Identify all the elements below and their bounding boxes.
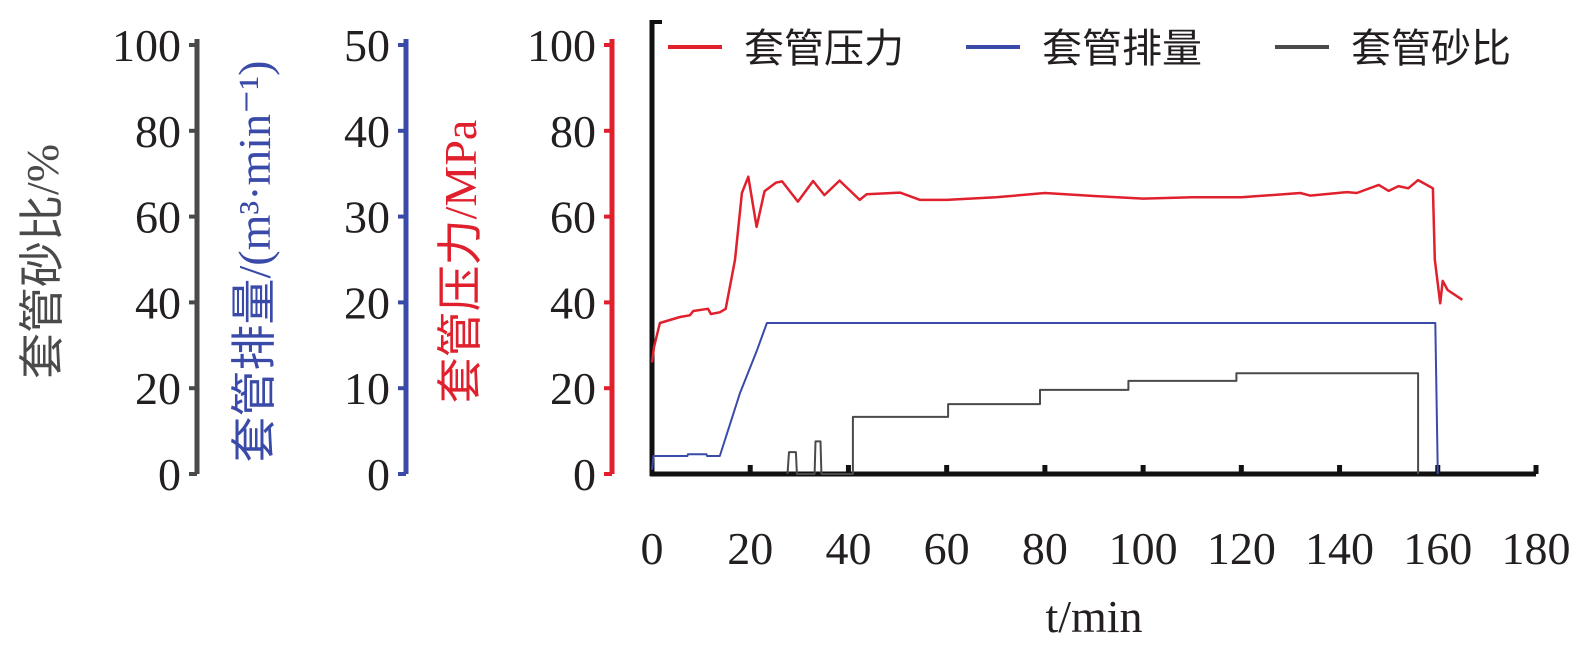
y-tick-label-rate: 40 xyxy=(344,106,390,157)
series-line-pressure xyxy=(650,175,1463,363)
x-tick-label: 60 xyxy=(924,523,970,574)
y-tick-label-pressure: 80 xyxy=(550,106,596,157)
x-axis-title: t/min xyxy=(1045,591,1142,642)
series-layer xyxy=(650,175,1463,475)
series-line-sand xyxy=(786,372,1420,475)
x-tick-label: 100 xyxy=(1109,523,1178,574)
y-tick-label-rate: 50 xyxy=(344,20,390,71)
y-tick-label-rate: 30 xyxy=(344,192,390,243)
legend-item-pressure: 套管压力 xyxy=(668,26,904,71)
legend-item-sand: 套管砂比 xyxy=(1275,26,1511,71)
series-line-rate xyxy=(651,322,1439,475)
legend-label: 套管压力 xyxy=(744,26,904,71)
x-tick-label: 40 xyxy=(825,523,871,574)
legend-item-rate: 套管排量 xyxy=(966,26,1202,71)
x-tick-label: 0 xyxy=(641,523,664,574)
y-tick-label-sand: 40 xyxy=(135,277,181,328)
y-tick-label-pressure: 0 xyxy=(573,449,596,500)
y-tick-label-pressure: 100 xyxy=(527,20,596,71)
x-tick-label: 80 xyxy=(1022,523,1068,574)
x-tick-label: 180 xyxy=(1502,523,1571,574)
y-axis-title-rate: 套管排量/(m³·min⁻¹) xyxy=(229,61,280,463)
x-tick-label: 120 xyxy=(1207,523,1276,574)
y-axis-title-sand: 套管砂比/% xyxy=(17,144,68,379)
y-axis-title-pressure: 套管压力/MPa xyxy=(435,120,486,404)
y-tick-label-sand: 0 xyxy=(158,449,181,500)
y-tick-label-sand: 80 xyxy=(135,106,181,157)
x-tick-label: 140 xyxy=(1305,523,1374,574)
x-tick-label: 20 xyxy=(727,523,773,574)
y-tick-label-rate: 10 xyxy=(344,363,390,414)
legend-label: 套管排量 xyxy=(1042,26,1202,71)
y-tick-label-sand: 20 xyxy=(135,363,181,414)
axes-layer: 0 20 40 60 80 100 套管砂比/% 0 10 20 30 40 50 套管排量/(m³·mi… xyxy=(17,20,1571,574)
y-tick-label-pressure: 20 xyxy=(550,363,596,414)
y-tick-label-sand: 100 xyxy=(112,20,181,71)
y-tick-label-sand: 60 xyxy=(135,192,181,243)
y-tick-label-rate: 0 xyxy=(367,449,390,500)
legend-label: 套管砂比 xyxy=(1351,26,1511,71)
x-tick-label: 160 xyxy=(1403,523,1472,574)
y-tick-label-pressure: 40 xyxy=(550,277,596,328)
legend: 套管压力 套管排量 套管砂比 xyxy=(668,26,1511,71)
y-tick-label-pressure: 60 xyxy=(550,192,596,243)
y-tick-label-rate: 20 xyxy=(344,277,390,328)
